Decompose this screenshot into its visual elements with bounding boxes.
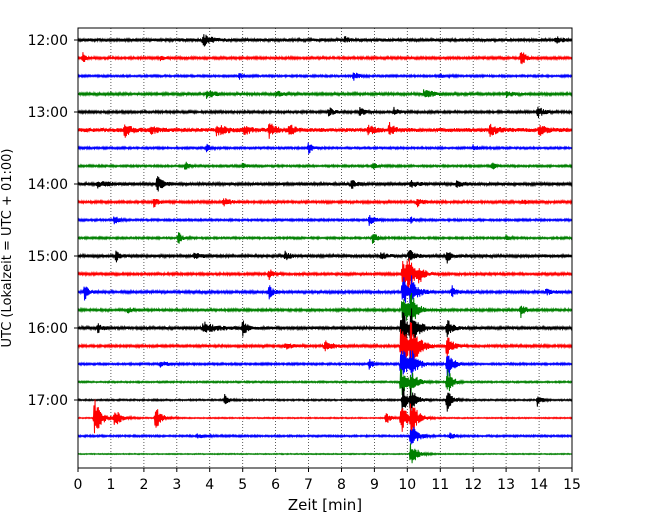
seismic-traces — [77, 34, 573, 464]
trace-1645 — [77, 368, 573, 397]
trace-1300 — [77, 106, 573, 118]
trace-1700 — [77, 387, 573, 413]
x-tick-label: 14 — [530, 477, 548, 493]
trace-1230 — [77, 72, 573, 81]
trace-1545 — [77, 292, 573, 328]
trace-1500 — [77, 250, 573, 264]
trace-1430 — [77, 214, 573, 226]
x-tick-label: 9 — [370, 477, 379, 493]
y-tick-label: 15:00 — [28, 249, 68, 265]
x-tick-label: 0 — [74, 477, 83, 493]
x-tick-label: 1 — [106, 477, 115, 493]
x-tick-label: 6 — [271, 477, 280, 493]
x-tick-label: 10 — [398, 477, 416, 493]
trace-1245 — [77, 89, 573, 99]
plot-background — [78, 28, 572, 468]
trace-1445 — [77, 232, 573, 244]
trace-1630 — [77, 350, 573, 379]
y-tick-label: 13:00 — [28, 105, 68, 121]
trace-1515 — [77, 258, 573, 291]
trace-1330 — [77, 142, 573, 155]
x-tick-label: 4 — [205, 477, 214, 493]
x-tick-label: 2 — [139, 477, 148, 493]
trace-1745 — [77, 443, 573, 464]
trace-1615 — [77, 322, 573, 363]
x-tick-label: 7 — [304, 477, 313, 493]
y-tick-label: 12:00 — [28, 33, 68, 49]
trace-1215 — [77, 52, 573, 65]
x-axis-label: Zeit [min] — [288, 496, 362, 514]
trace-1600 — [77, 308, 573, 345]
y-tick-label: 14:00 — [28, 177, 68, 193]
x-tick-label: 12 — [464, 477, 482, 493]
trace-1200 — [77, 34, 573, 47]
trace-1415 — [77, 198, 573, 208]
y-tick-label: 17:00 — [28, 393, 68, 409]
y-tick-label: 16:00 — [28, 321, 68, 337]
x-tick-label: 8 — [337, 477, 346, 493]
trace-1345 — [77, 161, 573, 170]
trace-1530 — [77, 275, 573, 304]
x-gridlines — [110, 28, 540, 468]
trace-1315 — [77, 121, 573, 139]
x-tick-label: 11 — [431, 477, 449, 493]
plot-frame — [77, 27, 573, 469]
trace-1400 — [77, 176, 573, 192]
x-tick-label: 3 — [172, 477, 181, 493]
trace-1730 — [77, 426, 573, 445]
x-tick-label: 15 — [563, 477, 581, 493]
x-tick-label: 5 — [238, 477, 247, 493]
y-axis-ticks: 12:00 13:00 14:00 15:00 16:00 17:00 — [28, 33, 78, 409]
x-tick-label: 13 — [497, 477, 515, 493]
y-axis-label: UTC (Lokalzeit = UTC + 01:00) — [0, 149, 15, 348]
trace-1715 — [77, 399, 573, 436]
x-axis-ticks: 0 1 2 3 4 5 6 7 8 9 10 11 12 13 14 15 — [74, 468, 581, 493]
